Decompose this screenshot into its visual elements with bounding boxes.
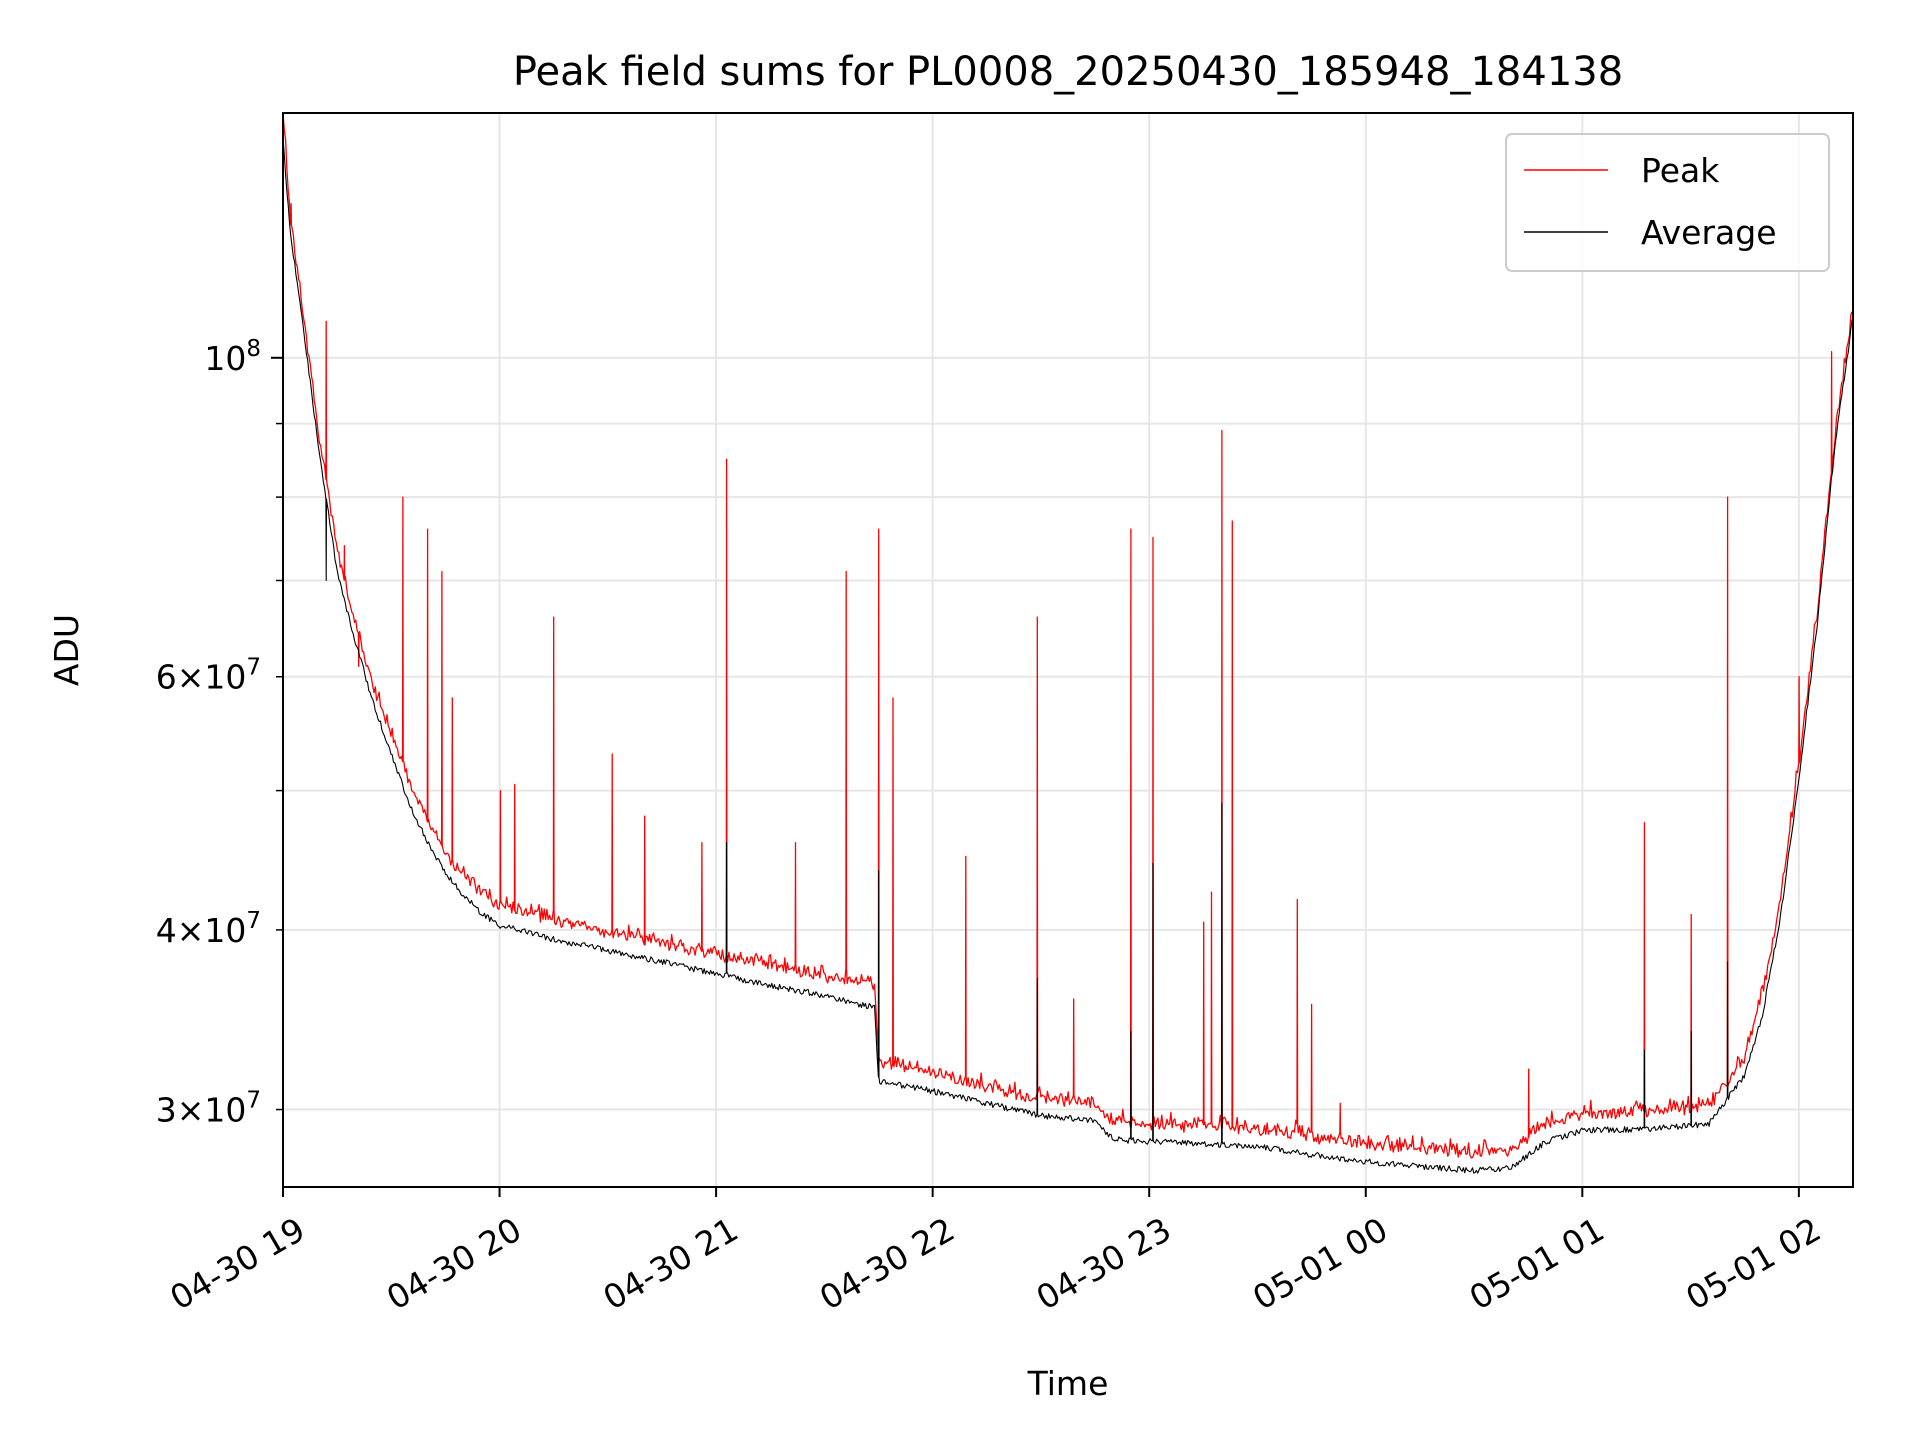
series-line-average — [282, 137, 1853, 1174]
chart-title: Peak field sums for PL0008_20250430_1859… — [513, 49, 1623, 95]
y-axis-label: ADU — [47, 614, 86, 686]
x-axis-label: Time — [1027, 1364, 1109, 1403]
series-line-peak — [282, 112, 1853, 1159]
legend-label-average: Average — [1641, 213, 1777, 252]
y-tick-label: 3×107 — [156, 1088, 261, 1130]
legend-label-peak: Peak — [1641, 151, 1720, 190]
y-tick-label: 4×107 — [156, 908, 261, 950]
y-tick-label: 108 — [204, 336, 261, 378]
y-tick-label: 6×107 — [156, 655, 261, 697]
plot-frame — [282, 112, 1854, 1188]
series-layer — [282, 112, 1853, 1174]
y-axis: 108 3×107 4×107 6×107 — [156, 336, 283, 1130]
legend: Peak Average — [1505, 133, 1830, 272]
legend-box — [1505, 133, 1830, 272]
